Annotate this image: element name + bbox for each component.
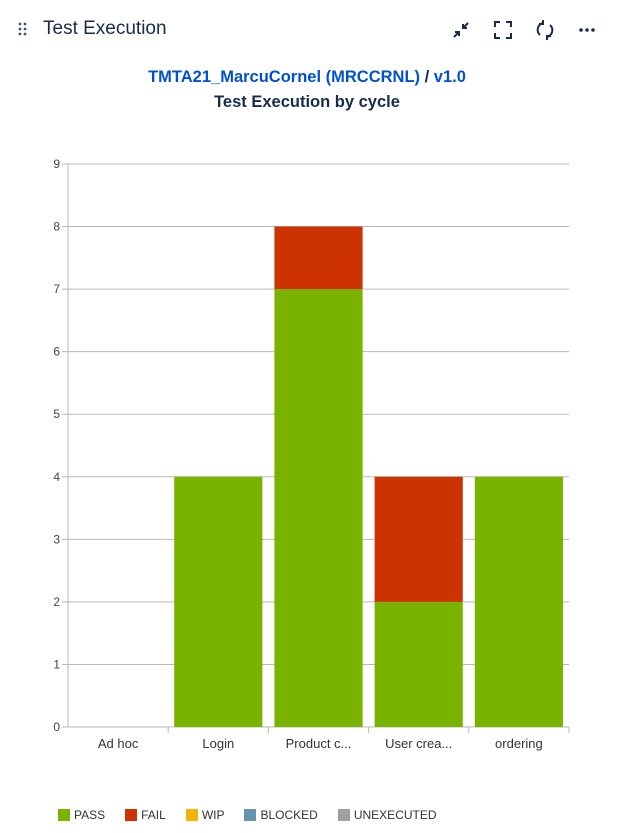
version-link[interactable]: v1.0: [433, 68, 466, 86]
collapse-icon[interactable]: [449, 18, 473, 42]
bar-chart: 0 1 2 3 4 5 6 7 8 9 Ad hoc Login Product c... User cr…: [53, 157, 570, 751]
legend-swatch: [337, 809, 350, 821]
y-tick-label: 4: [53, 470, 60, 484]
gadget-title: Test Execution: [43, 18, 167, 39]
legend-label: FAIL: [141, 808, 166, 822]
y-tick-label: 0: [53, 720, 60, 734]
bar-pass-1[interactable]: [174, 476, 263, 727]
y-tick-label: 5: [53, 407, 60, 421]
y-tick-label: 6: [53, 345, 60, 359]
bar-pass-2[interactable]: [274, 289, 363, 727]
x-tick-label: Product c...: [286, 736, 352, 751]
heading-separator: /: [420, 68, 434, 86]
x-tick-label: ordering: [495, 736, 543, 751]
project-link[interactable]: TMTA21_MarcuCornel (MRCCRNL): [148, 68, 421, 86]
legend-item-pass[interactable]: PASS: [58, 808, 105, 822]
chart-title: Test Execution by cycle: [214, 93, 400, 111]
more-icon[interactable]: [575, 18, 599, 42]
legend-item-wip[interactable]: WIP: [185, 808, 225, 822]
gadget-toolbar: [449, 18, 599, 42]
y-tick-label: 2: [53, 595, 60, 609]
bar-fail-3[interactable]: [374, 476, 463, 602]
y-tick-label: 1: [53, 657, 60, 671]
x-tick-label: Ad hoc: [98, 736, 139, 751]
y-tick-label: 9: [53, 157, 60, 171]
legend-label: BLOCKED: [260, 808, 318, 822]
legend-item-fail[interactable]: FAIL: [125, 808, 166, 822]
bar-pass-4[interactable]: [474, 476, 563, 727]
x-tick-label: Login: [202, 736, 234, 751]
bar-fail-2[interactable]: [274, 226, 363, 290]
gadget-header: Test Execution: [0, 0, 627, 62]
legend-swatch: [244, 809, 257, 821]
refresh-icon[interactable]: [533, 18, 557, 42]
legend-swatch: [185, 809, 198, 821]
chart-legend: PASS FAIL WIP BLOCKED UNEXECUTED: [58, 808, 457, 822]
bar-pass-3[interactable]: [374, 601, 463, 727]
legend-item-unexecuted[interactable]: UNEXECUTED: [337, 808, 437, 822]
legend-label: UNEXECUTED: [353, 808, 437, 822]
y-tick-label: 3: [53, 532, 60, 546]
project-version-heading: TMTA21_MarcuCornel (MRCCRNL) / v1.0: [0, 68, 614, 87]
drag-handle-icon[interactable]: [18, 22, 30, 38]
x-tick-label: User crea...: [385, 736, 452, 751]
legend-swatch: [58, 809, 70, 821]
legend-swatch: [125, 809, 138, 821]
y-tick-label: 7: [53, 282, 60, 296]
fullscreen-icon[interactable]: [491, 18, 515, 42]
legend-item-blocked[interactable]: BLOCKED: [244, 808, 318, 822]
legend-label: PASS: [74, 808, 106, 822]
legend-label: WIP: [201, 808, 225, 822]
y-tick-label: 8: [53, 220, 60, 234]
